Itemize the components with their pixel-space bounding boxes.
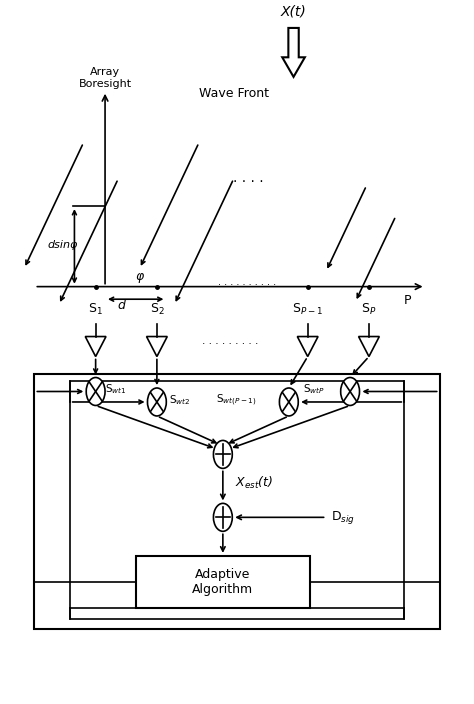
Bar (35, 374, 439, 629)
Text: S$_1$: S$_1$ (88, 302, 103, 318)
Polygon shape (282, 28, 305, 77)
Polygon shape (146, 337, 167, 356)
Polygon shape (85, 337, 106, 356)
Circle shape (279, 388, 298, 416)
Bar (70, 381, 404, 619)
Text: X(t): X(t) (281, 5, 306, 19)
Circle shape (147, 388, 166, 416)
Text: S$_{wt2}$: S$_{wt2}$ (169, 393, 190, 407)
Text: d: d (118, 298, 126, 311)
Text: · · · · · · · · · ·: · · · · · · · · · · (218, 280, 279, 290)
FancyBboxPatch shape (136, 555, 310, 608)
Text: S$_2$: S$_2$ (150, 302, 164, 318)
Text: Adaptive
Algorithm: Adaptive Algorithm (192, 568, 254, 596)
Text: S$_{wt(P-1)}$: S$_{wt(P-1)}$ (216, 392, 256, 408)
Text: S$_P$: S$_P$ (361, 302, 377, 318)
Text: D$_{sig}$: D$_{sig}$ (331, 509, 355, 526)
Circle shape (213, 441, 232, 468)
Text: S$_{P-1}$: S$_{P-1}$ (292, 302, 323, 318)
Circle shape (341, 377, 359, 406)
Text: dsinφ: dsinφ (47, 239, 78, 250)
Text: P: P (404, 294, 411, 307)
Text: S$_{wtP}$: S$_{wtP}$ (303, 382, 325, 396)
Text: X$_{est}$(t): X$_{est}$(t) (235, 475, 273, 491)
Polygon shape (297, 337, 318, 356)
Text: · · · · · · · · ·: · · · · · · · · · (202, 339, 262, 349)
Circle shape (213, 503, 232, 532)
Text: · · · ·: · · · · (234, 175, 264, 189)
Text: φ: φ (136, 270, 144, 283)
Circle shape (86, 377, 105, 406)
Text: Wave Front: Wave Front (199, 87, 269, 100)
Polygon shape (358, 337, 379, 356)
Text: Array
Boresight: Array Boresight (79, 67, 132, 89)
Text: S$_{wt1}$: S$_{wt1}$ (105, 382, 127, 396)
